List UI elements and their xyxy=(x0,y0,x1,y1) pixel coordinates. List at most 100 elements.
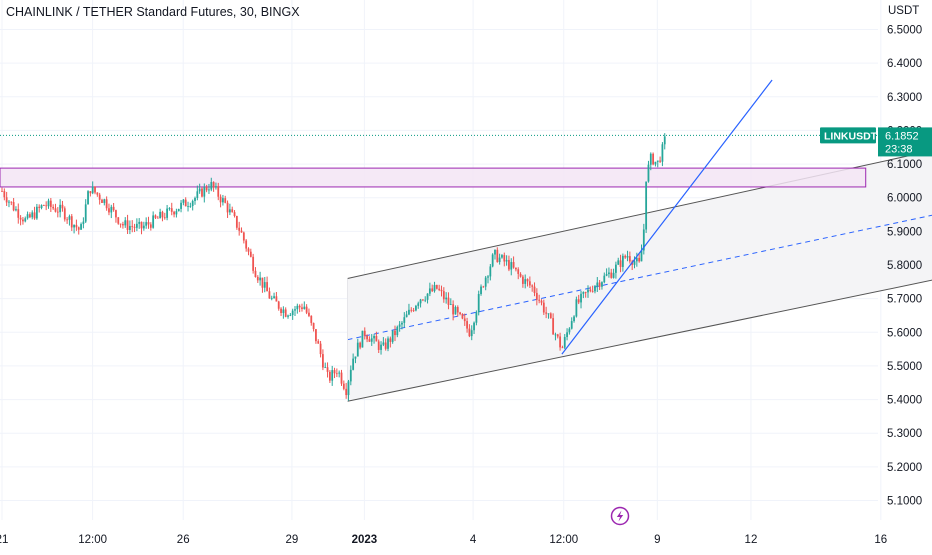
candle-body xyxy=(305,306,308,313)
candle-body xyxy=(238,227,241,231)
candle-body xyxy=(647,164,650,182)
candle-body xyxy=(208,189,210,191)
candle-body xyxy=(619,260,622,267)
candle-body xyxy=(291,310,294,316)
candle-body xyxy=(377,341,380,350)
candle-body xyxy=(182,199,185,203)
candle-body xyxy=(310,315,313,323)
candle-body xyxy=(370,338,373,342)
candle-body xyxy=(589,289,592,291)
y-tick-label: 5.6000 xyxy=(887,327,922,339)
candle-body xyxy=(210,182,213,190)
candle-body xyxy=(403,317,406,323)
candle-body xyxy=(308,312,310,316)
candle-body xyxy=(612,272,615,278)
candle-body xyxy=(273,296,275,298)
candle-body xyxy=(431,288,434,292)
candle-body xyxy=(601,282,603,287)
candle-body xyxy=(205,187,208,191)
candle-body xyxy=(428,288,431,294)
candle-body xyxy=(526,279,529,282)
candle-body xyxy=(277,301,280,309)
candle-body xyxy=(438,288,441,290)
candle-body xyxy=(61,204,64,209)
candle-body xyxy=(322,354,324,368)
candle-body xyxy=(115,210,117,218)
candle-body xyxy=(156,217,159,219)
candle-body xyxy=(540,300,543,303)
candle-body xyxy=(503,255,506,262)
time-axis: 21 12:00 26 29 2023 4 12:00 9 12 16 xyxy=(0,534,887,546)
candle-body xyxy=(331,370,334,381)
candle-body xyxy=(445,297,448,300)
candle-body xyxy=(535,292,538,300)
candle-body xyxy=(117,217,120,224)
candle-body xyxy=(603,275,606,283)
candle-body xyxy=(405,314,408,318)
candle-body xyxy=(131,225,134,227)
candlestick-series xyxy=(1,133,666,401)
candle-body xyxy=(642,229,645,251)
candle-body xyxy=(82,221,85,225)
candle-body xyxy=(489,266,492,277)
candle-body xyxy=(663,136,666,145)
candle-body xyxy=(545,312,548,314)
candle-body xyxy=(280,308,282,314)
candle-body xyxy=(424,299,427,301)
candle-body xyxy=(610,272,613,278)
candle-body xyxy=(477,294,480,313)
candle-body xyxy=(487,276,489,278)
zone-rect xyxy=(0,167,867,188)
candle-body xyxy=(303,306,306,310)
candle-body xyxy=(652,153,655,165)
x-tick-label: 26 xyxy=(177,534,190,546)
x-tick-label: 12 xyxy=(745,534,758,546)
candle-body xyxy=(656,160,659,162)
candle-body xyxy=(482,286,485,288)
candle-body xyxy=(605,274,608,276)
candle-body xyxy=(33,212,36,219)
candle-body xyxy=(468,328,471,337)
candle-body xyxy=(366,335,368,340)
candle-body xyxy=(661,144,664,162)
candle-body xyxy=(105,199,108,209)
candle-body xyxy=(617,260,620,265)
candle-body xyxy=(510,262,513,270)
candle-body xyxy=(3,191,6,198)
y-tick-label: 5.7000 xyxy=(887,294,922,306)
candle-body xyxy=(215,186,217,188)
candle-body xyxy=(12,202,15,211)
x-tick-label: 2023 xyxy=(352,534,378,546)
candle-body xyxy=(333,370,336,374)
y-tick-label: 5.4000 xyxy=(887,395,922,407)
misc xyxy=(610,506,630,526)
candle-body xyxy=(77,227,80,230)
candle-body xyxy=(184,199,187,207)
candle-body xyxy=(17,209,20,218)
candle-body xyxy=(568,328,571,333)
candle-body xyxy=(412,310,415,311)
candle-body xyxy=(66,219,69,221)
y-tick-label: 6.0000 xyxy=(887,193,922,205)
x-tick-label: 12:00 xyxy=(549,534,578,546)
candle-body xyxy=(521,276,524,284)
y-tick-label: 6.4000 xyxy=(887,58,922,70)
candle-body xyxy=(101,199,103,203)
candle-body xyxy=(517,269,520,274)
candle-body xyxy=(59,204,62,213)
candle-body xyxy=(26,214,29,219)
candle-body xyxy=(326,367,329,372)
candle-body xyxy=(96,192,99,195)
candle-body xyxy=(94,186,96,193)
candle-body xyxy=(217,186,220,197)
candle-body xyxy=(38,206,41,208)
candle-body xyxy=(282,309,285,314)
candle-body xyxy=(175,211,178,215)
candle-body xyxy=(470,330,473,337)
candle-body xyxy=(145,222,148,226)
regression-channel xyxy=(346,150,932,402)
candle-body xyxy=(245,240,248,249)
candle-body xyxy=(328,371,331,381)
